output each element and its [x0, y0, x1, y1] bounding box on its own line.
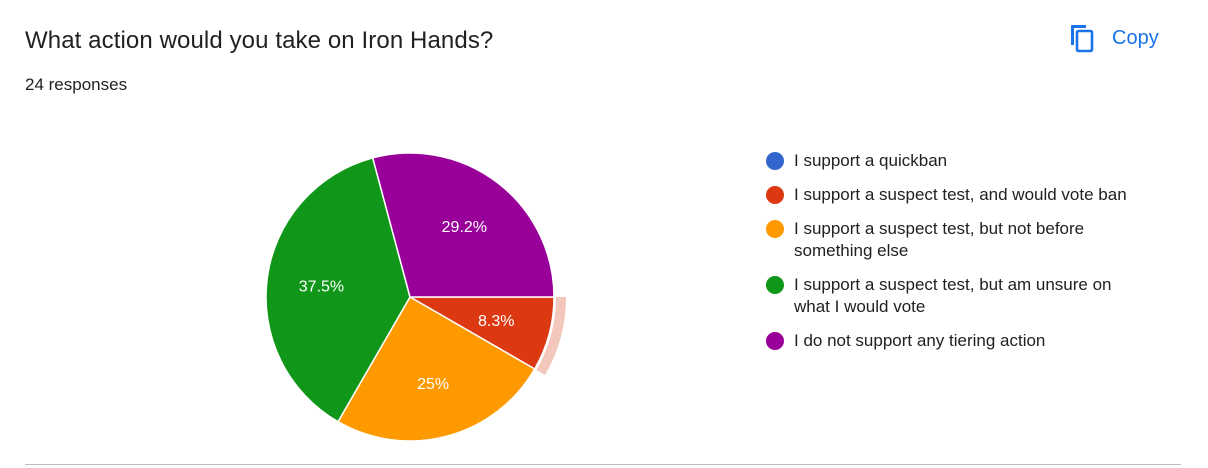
- slice-percent-label: 37.5%: [299, 278, 344, 295]
- legend-label: I support a suspect test, but am unsure …: [794, 275, 1112, 316]
- legend-item[interactable]: I support a suspect test, but am unsure …: [766, 274, 1146, 318]
- slice-percent-label: 29.2%: [442, 219, 487, 236]
- response-count: 24 responses: [25, 75, 128, 94]
- legend-color-dot: [766, 332, 784, 350]
- legend-item[interactable]: I do not support any tiering action: [766, 330, 1146, 352]
- legend-item[interactable]: I support a suspect test, but not before…: [766, 218, 1146, 262]
- pie-slice[interactable]: [371, 152, 555, 298]
- legend-label: I support a quickban: [794, 151, 948, 170]
- legend-color-dot: [766, 152, 784, 170]
- slice-percent-label: 25%: [417, 376, 449, 393]
- copy-label: Copy: [1112, 26, 1159, 49]
- legend-label: I support a suspect test, and would vote…: [794, 185, 1127, 204]
- legend-color-dot: [766, 220, 784, 238]
- divider: [25, 464, 1181, 465]
- chart-legend: I support a quickban I support a suspect …: [766, 150, 1146, 364]
- pie-slice[interactable]: [265, 156, 411, 423]
- legend-item[interactable]: I support a quickban: [766, 150, 1146, 172]
- copy-button[interactable]: Copy: [1062, 18, 1186, 58]
- chart-title: What action would you take on Iron Hands…: [25, 27, 494, 54]
- copy-icon: [1068, 23, 1094, 53]
- slice-percent-label: 8.3%: [478, 313, 514, 330]
- legend-color-dot: [766, 186, 784, 204]
- legend-color-dot: [766, 276, 784, 294]
- pie-chart: 8.3% 25% 37.5% 29.2%: [265, 152, 566, 442]
- legend-label: I do not support any tiering action: [794, 331, 1046, 350]
- legend-item[interactable]: I support a suspect test, and would vote…: [766, 184, 1146, 206]
- legend-label: I support a suspect test, but not before…: [794, 219, 1085, 260]
- slice-highlight: [536, 297, 566, 375]
- pie-slice[interactable]: [336, 295, 536, 442]
